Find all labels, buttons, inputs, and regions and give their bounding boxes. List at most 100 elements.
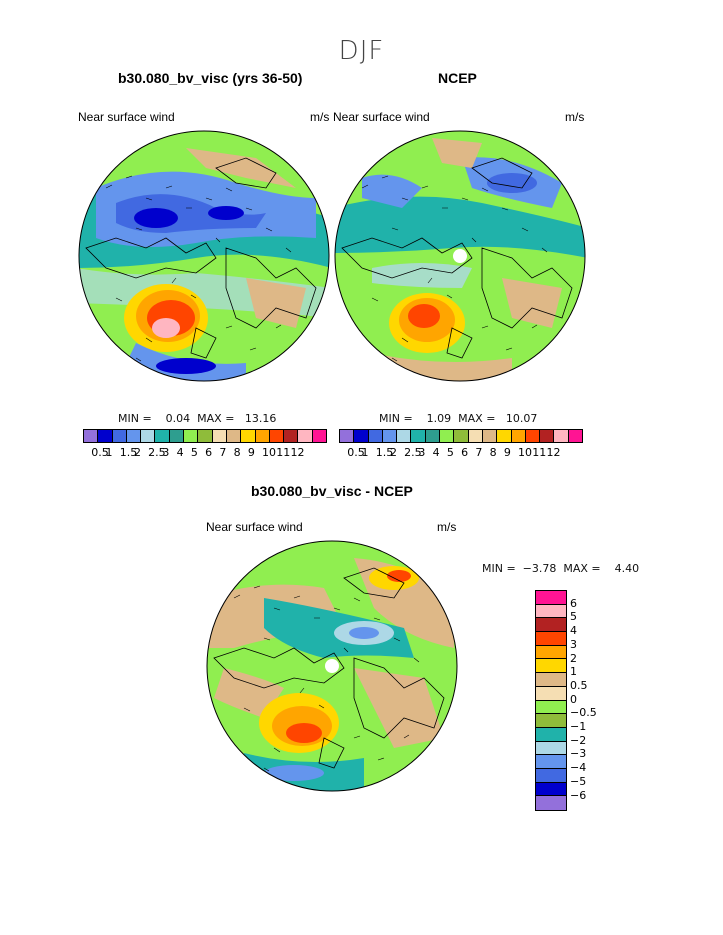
- panel3-units: m/s: [437, 520, 457, 534]
- colorbar-swatch: [536, 659, 566, 674]
- season-title: DJF: [338, 36, 385, 66]
- colorbar-swatch: [536, 591, 566, 605]
- colorbar-tick-label: 2.5: [148, 446, 166, 459]
- colorbar-tick-label: 1: [570, 665, 577, 679]
- colorbar-swatch: [536, 727, 566, 742]
- colorbar-tick-label: −3: [570, 747, 587, 761]
- panel2-min-max: MIN = 1.09 MAX = 10.07: [379, 412, 538, 425]
- colorbar-swatch: [198, 430, 213, 442]
- colorbar-swatch: [255, 430, 270, 442]
- panel1-field-label: Near surface wind: [78, 110, 175, 124]
- panel3-title: b30.080_bv_visc - NCEP: [251, 483, 413, 499]
- colorbar-swatch: [454, 430, 469, 442]
- colorbar-tick-label: 8: [489, 446, 497, 459]
- colorbar-swatch: [511, 430, 526, 442]
- colorbar-swatch: [112, 430, 127, 442]
- colorbar-swatch: [241, 430, 256, 442]
- colorbar-tick-label: −0.5: [570, 706, 597, 720]
- colorbar-swatch: [468, 430, 483, 442]
- colorbar-tick-label: 6: [461, 446, 469, 459]
- colorbar-tick-label: 2: [570, 651, 577, 665]
- colorbar-tick-label: 4: [176, 446, 184, 459]
- colorbar-tick-label: 4: [570, 624, 577, 638]
- colorbar-swatch: [536, 618, 566, 633]
- colorbar-swatch: [425, 430, 441, 442]
- colorbar-tick-label: 2: [389, 446, 397, 459]
- colorbar-swatch: [482, 430, 498, 442]
- colorbar-swatch: [298, 430, 313, 442]
- colorbar-tick-label: 0.5: [347, 446, 365, 459]
- colorbar-tick-label: 6: [570, 596, 577, 610]
- panel2-units: m/s: [565, 110, 585, 124]
- colorbar-swatch: [540, 430, 555, 442]
- colorbar-swatch: [141, 430, 156, 442]
- colorbar-tick-label: 0: [570, 692, 577, 706]
- colorbar-swatch: [155, 430, 170, 442]
- colorbar-swatch: [568, 430, 583, 442]
- panel2-polar-map: [334, 130, 586, 382]
- colorbar-tick-label: 8: [233, 446, 241, 459]
- colorbar-tick-label: 10: [518, 446, 533, 459]
- colorbar-tick-label: 4: [432, 446, 440, 459]
- colorbar-tick-label: 9: [247, 446, 255, 459]
- colorbar-tick-label: −5: [570, 774, 587, 788]
- colorbar-tick-label: −4: [570, 761, 587, 775]
- colorbar-swatch: [98, 430, 113, 442]
- colorbar-swatch: [536, 741, 566, 756]
- colorbar-swatch: [269, 430, 285, 442]
- colorbar-swatch: [536, 645, 566, 660]
- panel2-colorbar: [339, 429, 583, 443]
- colorbar-swatch: [397, 430, 412, 442]
- colorbar-tick-label: 10: [262, 446, 277, 459]
- colorbar-tick-label: 1: [361, 446, 369, 459]
- panel1-polar-map: [78, 130, 330, 382]
- colorbar-swatch: [536, 714, 566, 728]
- colorbar-swatch: [382, 430, 398, 442]
- colorbar-tick-label: 0.5: [570, 678, 588, 692]
- colorbar-tick-label: 9: [503, 446, 511, 459]
- colorbar-tick-label: 6: [205, 446, 213, 459]
- colorbar-swatch: [284, 430, 299, 442]
- colorbar-tick-label: 2: [133, 446, 141, 459]
- colorbar-swatch: [536, 604, 566, 619]
- colorbar-swatch: [440, 430, 455, 442]
- colorbar-swatch: [411, 430, 426, 442]
- panel3-colorbar-labels: 6 5 4 3 2 1 0.5 0 −0.5 −1 −2 −3 −4 −5 −6: [570, 590, 610, 810]
- colorbar-tick-label: 5: [446, 446, 454, 459]
- panel1-min-max: MIN = 0.04 MAX = 13.16: [118, 412, 277, 425]
- colorbar-swatch: [169, 430, 185, 442]
- panel1-title: b30.080_bv_visc (yrs 36-50): [118, 70, 303, 86]
- colorbar-tick-label: 5: [190, 446, 198, 459]
- colorbar-tick-label: 1.5: [119, 446, 138, 459]
- panel3-min-max: MIN = −3.78 MAX = 4.40: [482, 562, 640, 575]
- colorbar-swatch: [536, 768, 566, 783]
- colorbar-swatch: [226, 430, 242, 442]
- colorbar-tick-label: 2.5: [404, 446, 422, 459]
- colorbar-swatch: [126, 430, 142, 442]
- panel1-units: m/s: [310, 110, 330, 124]
- colorbar-tick-label: 12: [546, 446, 561, 459]
- panel2-title: NCEP: [438, 70, 477, 86]
- colorbar-swatch: [525, 430, 541, 442]
- panel2-field-label: Near surface wind: [333, 110, 430, 124]
- colorbar-tick-label: −2: [570, 733, 587, 747]
- colorbar-swatch: [212, 430, 227, 442]
- colorbar-swatch: [536, 632, 566, 646]
- colorbar-tick-label: 3: [162, 446, 170, 459]
- colorbar-tick-label: 11: [276, 446, 291, 459]
- colorbar-tick-label: 1.5: [375, 446, 394, 459]
- colorbar-tick-label: −6: [570, 788, 587, 802]
- colorbar-swatch: [312, 430, 327, 442]
- panel3-polar-map: [206, 540, 458, 792]
- colorbar-swatch: [536, 796, 566, 810]
- colorbar-swatch: [554, 430, 569, 442]
- colorbar-tick-label: 5: [570, 610, 577, 624]
- colorbar-swatch: [184, 430, 199, 442]
- colorbar-swatch: [536, 755, 566, 769]
- colorbar-tick-label: 7: [475, 446, 483, 459]
- colorbar-swatch: [354, 430, 369, 442]
- colorbar-swatch: [368, 430, 383, 442]
- colorbar-swatch: [536, 686, 566, 701]
- panel3-colorbar: [535, 590, 567, 811]
- colorbar-swatch: [536, 782, 566, 797]
